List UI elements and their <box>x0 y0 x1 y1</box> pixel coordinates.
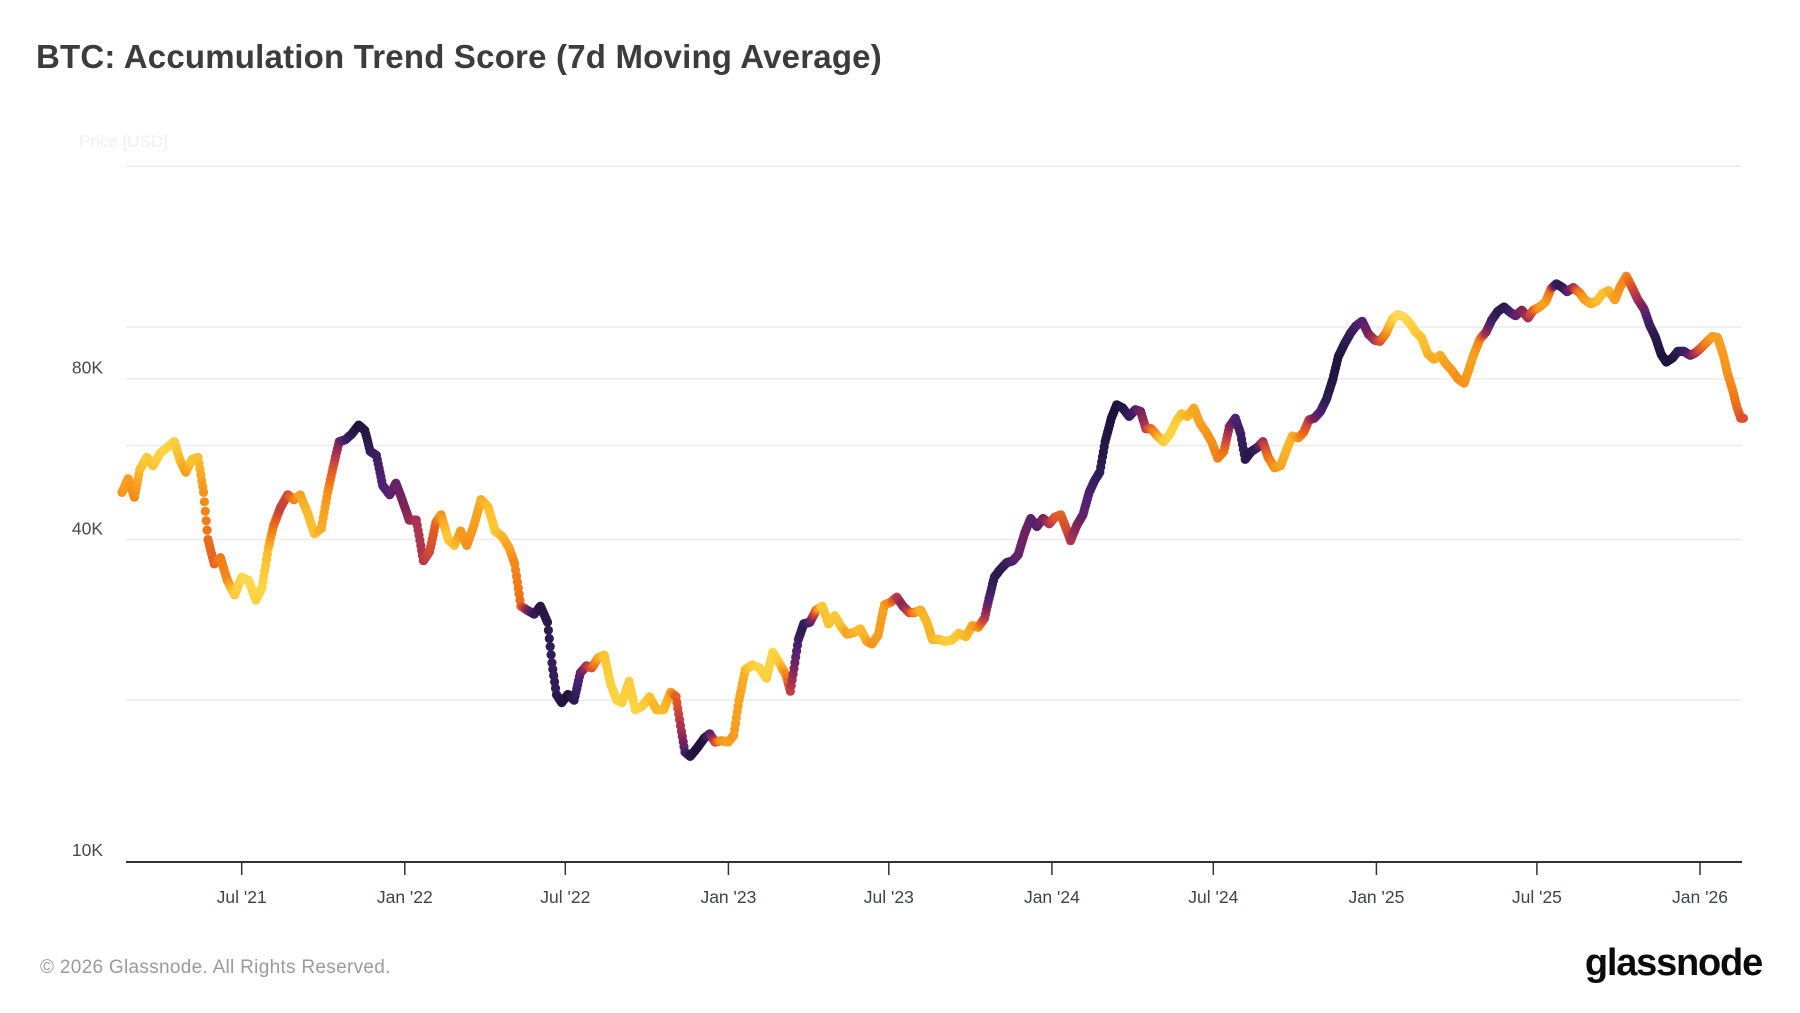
x-tick-label: Jan '24 <box>1024 887 1080 907</box>
x-tick-label: Jul '24 <box>1188 887 1238 907</box>
price-dots <box>117 271 1748 762</box>
footer-copyright: © 2026 Glassnode. All Rights Reserved. <box>40 957 391 978</box>
y-tick-label: 80K <box>72 358 103 378</box>
x-tick-label: Jan '26 <box>1672 887 1728 907</box>
y-tick-label: 10K <box>72 840 103 860</box>
x-tick-label: Jan '23 <box>700 887 756 907</box>
x-tick-label: Jul '25 <box>1512 887 1562 907</box>
gridlines <box>126 165 1742 701</box>
x-tick-label: Jan '22 <box>377 887 433 907</box>
page-title: BTC: Accumulation Trend Score (7d Moving… <box>36 38 882 75</box>
x-tick-label: Jul '21 <box>217 887 267 907</box>
glassnode-logo: glassnode <box>1584 942 1763 984</box>
x-tick-label: Jan '25 <box>1348 887 1404 907</box>
x-tick-label: Jul '22 <box>540 887 590 907</box>
y-tick-label: 40K <box>72 519 103 539</box>
price-axis-caption: Price [USD] <box>79 132 168 151</box>
y-axis-labels: 10K 40K 80K <box>72 358 103 860</box>
x-tick-label: Jul '23 <box>864 887 914 907</box>
x-axis-ticks: Jul '21 Jan '22 Jul '22 Jan '23 Jul '23 Jan '… <box>217 862 1728 907</box>
